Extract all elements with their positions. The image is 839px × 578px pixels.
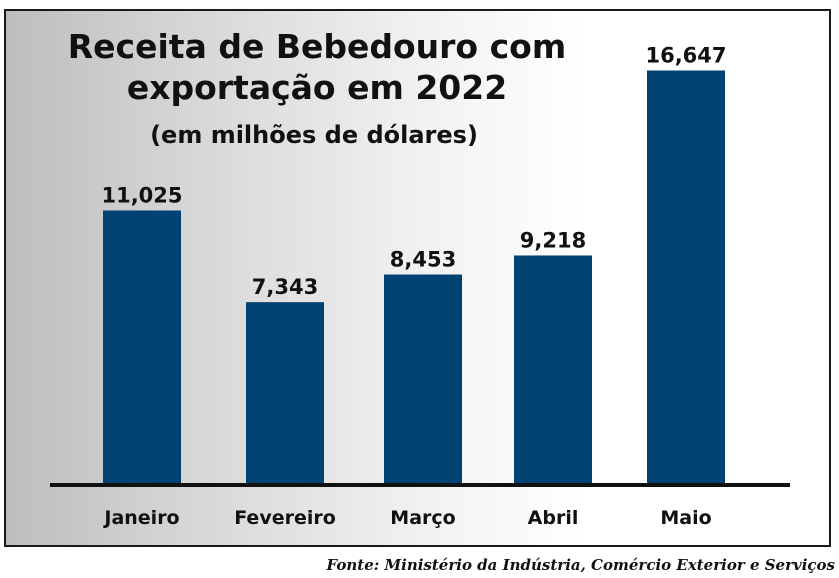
value-label-fevereiro: 7,343	[252, 275, 318, 299]
bar-março	[384, 274, 462, 485]
bars-group: 11,025 Janeiro 7,343 Fevereiro 8,453 Março 9,2…	[101, 43, 726, 529]
category-label-fevereiro: Fevereiro	[234, 507, 336, 529]
source-note: Fonte: Ministério da Indústria, Comércio…	[326, 556, 835, 574]
category-label-abril: Abril	[528, 507, 579, 529]
value-label-maio: 16,647	[645, 43, 726, 67]
bar-abril	[514, 255, 592, 485]
chart-subtitle: (em milhões de dólares)	[150, 121, 478, 149]
category-label-março: Março	[390, 507, 455, 529]
chart-title-line-1: Receita de Bebedouro com	[68, 27, 566, 66]
category-label-maio: Maio	[660, 507, 711, 529]
bar-janeiro	[103, 210, 181, 486]
value-label-março: 8,453	[390, 248, 456, 272]
bar-fevereiro	[246, 302, 324, 485]
bar-maio	[647, 70, 725, 486]
value-label-janeiro: 11,025	[101, 183, 182, 207]
chart-title-line-2: exportação em 2022	[127, 68, 507, 107]
category-label-janeiro: Janeiro	[102, 507, 179, 529]
value-label-abril: 9,218	[520, 228, 586, 252]
